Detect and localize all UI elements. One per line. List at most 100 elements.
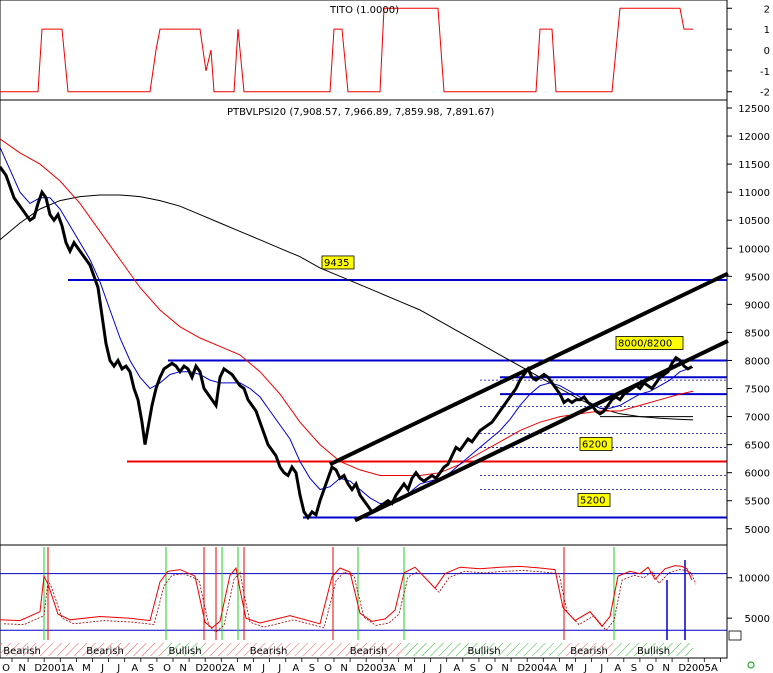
x-tick-label: N (179, 663, 186, 673)
tito-plot (0, 7, 693, 93)
y-tick-label: -2 (760, 88, 770, 99)
annotation-label: 5200 (580, 496, 605, 507)
x-tick-label: 2003 (364, 663, 389, 673)
series-price (0, 166, 693, 521)
tito-panel (0, 0, 728, 101)
trend-band (614, 643, 693, 656)
readout-box (728, 630, 742, 641)
y-tick-label: 5500 (745, 497, 770, 508)
x-tick-label: J (100, 663, 104, 673)
x-tick-label: M (404, 663, 413, 673)
x-tick-label: 2002 (203, 663, 228, 673)
series-ma_black (0, 194, 694, 421)
y-tick-label: 2 (764, 4, 770, 15)
x-tick-label: J (438, 663, 442, 673)
annotation-box (615, 336, 684, 350)
y-tick-label: 12000 (738, 132, 770, 143)
trend-band-label: Bearish (250, 646, 288, 657)
tito-line (0, 7, 693, 93)
x-tick-label: J (422, 663, 426, 673)
x-tick-label: J (261, 663, 265, 673)
tito-title: TITO (1.0000) (329, 5, 399, 16)
y-tick-label: 10500 (738, 216, 770, 227)
annotation-box (577, 493, 611, 507)
x-tick-label: A (228, 663, 235, 673)
trend-band-label: Bearish (3, 646, 41, 657)
trend-band-label: Bullish (467, 646, 500, 657)
x-tick-label: A (131, 663, 138, 673)
x-tick-label: 2004 (525, 663, 550, 673)
annotation-label: 8000/8200 (618, 338, 672, 349)
x-tick-label: S (470, 663, 476, 673)
y-tick-label: 5000 (745, 614, 770, 625)
x-tick-label: N (662, 663, 669, 673)
x-tick-label: O (163, 663, 171, 673)
y-tick-label: 5000 (745, 525, 770, 536)
trend-band (44, 643, 166, 656)
y-tick-label: 0 (764, 46, 770, 57)
x-tick-label: S (309, 663, 315, 673)
trend-band (0, 643, 44, 656)
status-indicator-icon (747, 661, 755, 669)
y-tick-label: 11500 (738, 160, 770, 171)
x-tick-label: J (599, 663, 603, 673)
x-tick-label: A (711, 663, 718, 673)
trend-band-label: Bearish (570, 646, 608, 657)
x-tick-label: N (340, 663, 347, 673)
y-tick-label: 1 (764, 25, 770, 36)
x-tick-label: A (453, 663, 460, 673)
x-tick-label: O (485, 663, 493, 673)
y-tick-label: 6500 (745, 441, 770, 452)
y-tick-label: 6000 (745, 469, 770, 480)
x-tick-label: J (116, 663, 120, 673)
trend-band (404, 643, 564, 656)
x-tick-label: J (583, 663, 587, 673)
x-tick-label: A (67, 663, 74, 673)
trend-band-label: Bearish (350, 646, 388, 657)
trend-band-label: Bullish (637, 646, 670, 657)
x-tick-label: O (2, 663, 10, 673)
y-tick-label: 12500 (738, 104, 770, 115)
annotation-label: 9435 (324, 258, 349, 269)
y-tick-label: -1 (760, 67, 770, 78)
x-tick-label: 2005 (686, 663, 711, 673)
series-ma_red (0, 138, 694, 476)
x-tick-label: J (277, 663, 281, 673)
trendline (329, 271, 729, 467)
x-tick-label: D (678, 663, 686, 673)
x-tick-label: S (148, 663, 154, 673)
x-tick-label: D (195, 663, 203, 673)
trend-band-label: Bearish (86, 646, 124, 657)
price-title: PTBVLPSI20 (7,908.57, 7,966.89, 7,859.98… (227, 107, 494, 118)
x-tick-label: O (324, 663, 332, 673)
x-tick-label: M (82, 663, 91, 673)
y-tick-label: 9500 (745, 272, 770, 283)
oscillator-line (0, 565, 693, 629)
trend-band (333, 643, 404, 656)
x-tick-label: N (501, 663, 508, 673)
y-tick-label: 7000 (745, 413, 770, 424)
trend-band (204, 643, 333, 656)
x-tick-label: A (389, 663, 396, 673)
annotation-label: 6200 (582, 439, 607, 450)
y-tick-label: 11000 (738, 188, 770, 199)
x-tick-label: M (243, 663, 252, 673)
oscillator-plot: Bearish Bearish Bullish Bearish Bearish Bulli… (0, 547, 727, 657)
annotation-box (579, 437, 613, 451)
y-tick-label: 10000 (738, 244, 770, 255)
y-tick-label: 7500 (745, 385, 770, 396)
x-tick-label: M (565, 663, 574, 673)
x-tick-label: A (550, 663, 557, 673)
y-tick-label: 10000 (738, 574, 770, 585)
annotation-box (321, 255, 355, 270)
trend-band (166, 643, 204, 656)
y-tick-label: 8000 (745, 356, 770, 367)
x-tick-label: D (517, 663, 525, 673)
price-panel (0, 99, 728, 546)
x-tick-label: N (18, 663, 25, 673)
oscillator-signal-line (3, 569, 697, 633)
oscillator-panel (0, 544, 728, 659)
x-tick-label: 2001 (42, 663, 67, 673)
x-tick-label: D (34, 663, 42, 673)
